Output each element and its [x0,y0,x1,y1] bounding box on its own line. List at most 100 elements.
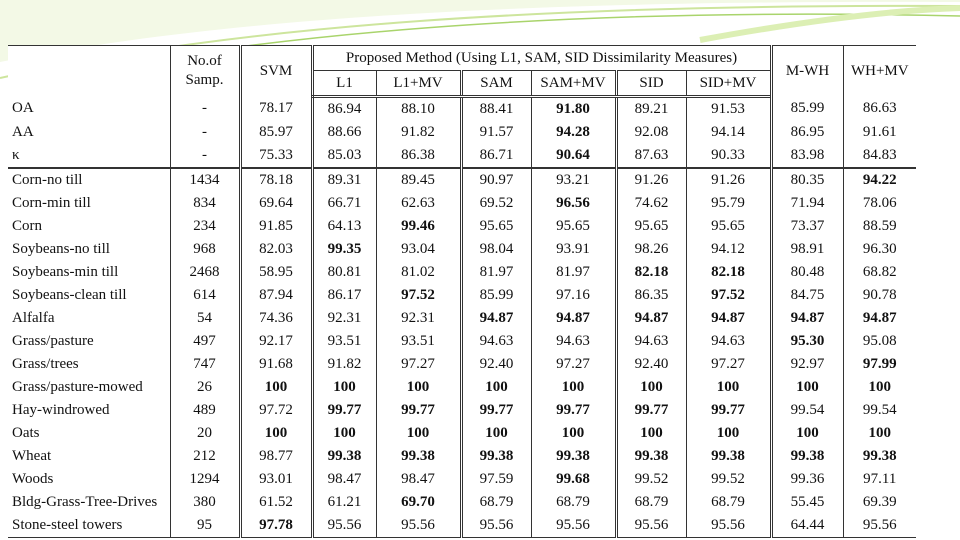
value-cell: 95.65 [685,215,772,238]
value-cell: 99.52 [685,468,772,491]
best-value: 99.38 [327,448,362,464]
table-row: Soybeans-min till 2468 58.95 80.81 81.02 81.9… [8,261,917,284]
row-label: Alfalfa [12,310,55,326]
cell-value: 98.47 [327,471,362,487]
cell-value: 92.40 [479,356,514,372]
best-value: 100 [796,379,819,395]
value-cell: 86.63 [842,96,917,121]
best-value: 94.87 [556,310,590,326]
cell-value: 86.71 [479,147,514,163]
cell-value: 89.31 [327,172,362,188]
value-cell: 92.17 [238,330,312,353]
cell-value: 86.95 [790,124,825,140]
row-label: Corn-no till [8,167,170,192]
value-cell: 95.30 [769,330,844,353]
value-cell: 68.79 [459,491,531,514]
value-cell: 100 [459,422,531,445]
value-cell: 100 [842,422,917,445]
best-value: 99.38 [862,448,897,464]
cell-value: 88.66 [327,124,362,140]
value-cell: 69.64 [238,192,312,215]
value-cell: 97.59 [459,468,531,491]
table-row: Grass/trees 747 91.68 91.82 97.27 92.40 97.27 9… [8,353,917,376]
value-cell: 86.71 [459,144,531,168]
cell-value: 93.51 [327,333,362,349]
value-cell: 99.77 [685,399,772,422]
sample-count: 497 [169,330,240,353]
row-label: Soybeans-min till [12,264,119,280]
value-cell: 74.62 [614,192,686,215]
cell-value: 92.17 [259,333,293,349]
cell-value: 82.03 [259,241,293,257]
row-label: Corn [12,218,42,234]
best-value: 100 [406,379,430,395]
value-cell: 86.94 [310,96,376,121]
best-value: 99.38 [711,448,745,464]
value-cell: 95.65 [459,215,531,238]
value-cell: 92.40 [459,353,531,376]
value-cell: 58.95 [238,261,312,284]
row-label: AA [12,124,34,140]
row-label: Woods [12,471,54,487]
value-cell: 87.63 [614,144,686,168]
best-value: 94.87 [862,310,897,326]
cell-value: 64.44 [790,517,825,533]
cell-value: 93.51 [401,333,435,349]
cell-value: 98.26 [634,241,669,257]
cell-value: 71.94 [790,195,825,211]
sample-count: 20 [169,422,240,445]
best-value: 99.77 [711,402,745,418]
value-cell: 66.71 [310,192,376,215]
sample-count: 2468 [169,261,240,284]
best-value: 97.78 [259,517,293,533]
value-cell: 94.12 [685,238,772,261]
cell-value: 94.63 [711,333,745,349]
best-value: 99.77 [479,402,514,418]
cell-value: 94.63 [634,333,669,349]
sample-count: 1434 [169,167,240,192]
value-cell: 94.14 [685,121,772,144]
value-cell: 100 [530,422,616,445]
value-cell: 91.68 [238,353,312,376]
value-cell: 97.27 [375,353,461,376]
value-cell: 85.99 [769,96,844,121]
best-value: 99.38 [556,448,590,464]
value-cell: 90.78 [842,284,917,307]
value-cell: 94.63 [530,330,616,353]
value-cell: 97.27 [530,353,616,376]
row-label: OA [12,100,34,117]
row-label: Grass/pasture-mowed [12,379,143,395]
value-cell: 88.41 [459,96,531,121]
table-row: OA - 78.17 86.94 88.10 88.41 91.80 89.21 91.53 85… [8,96,917,121]
value-cell: 98.91 [769,238,844,261]
value-cell: 95.56 [614,514,686,538]
best-value: 99.77 [556,402,590,418]
table-row: Alfalfa 54 74.36 92.31 92.31 94.87 94.87 94.87 9… [8,307,917,330]
value-cell: 92.31 [310,307,376,330]
value-cell: 99.38 [842,445,917,468]
cell-value: 73.37 [790,218,825,234]
cell-value: 90.78 [862,287,897,303]
value-cell: 64.13 [310,215,376,238]
value-cell: 95.56 [842,514,917,538]
value-cell: 99.77 [614,399,686,422]
best-value: 100 [561,379,585,395]
best-value: 91.80 [556,101,590,117]
value-cell: 68.79 [530,491,616,514]
value-cell: 99.38 [769,445,844,468]
best-value: 100 [561,425,585,441]
value-cell: 100 [769,376,844,399]
cell-value: 69.39 [862,494,897,510]
value-cell: 82.18 [685,261,772,284]
cell-value: 95.65 [711,218,745,234]
header-samples: No.of Samp. [169,45,240,97]
value-cell: 99.38 [375,445,461,468]
value-cell: 97.72 [238,399,312,422]
cell-value: 80.81 [327,264,362,280]
sample-count: 1294 [169,468,240,491]
header-mwh: M-WH [769,45,844,97]
cell-value: 92.40 [634,356,669,372]
cell-value: 62.63 [401,195,435,211]
cell-value: 94.63 [556,333,590,349]
cell-value: 89.45 [401,172,435,188]
